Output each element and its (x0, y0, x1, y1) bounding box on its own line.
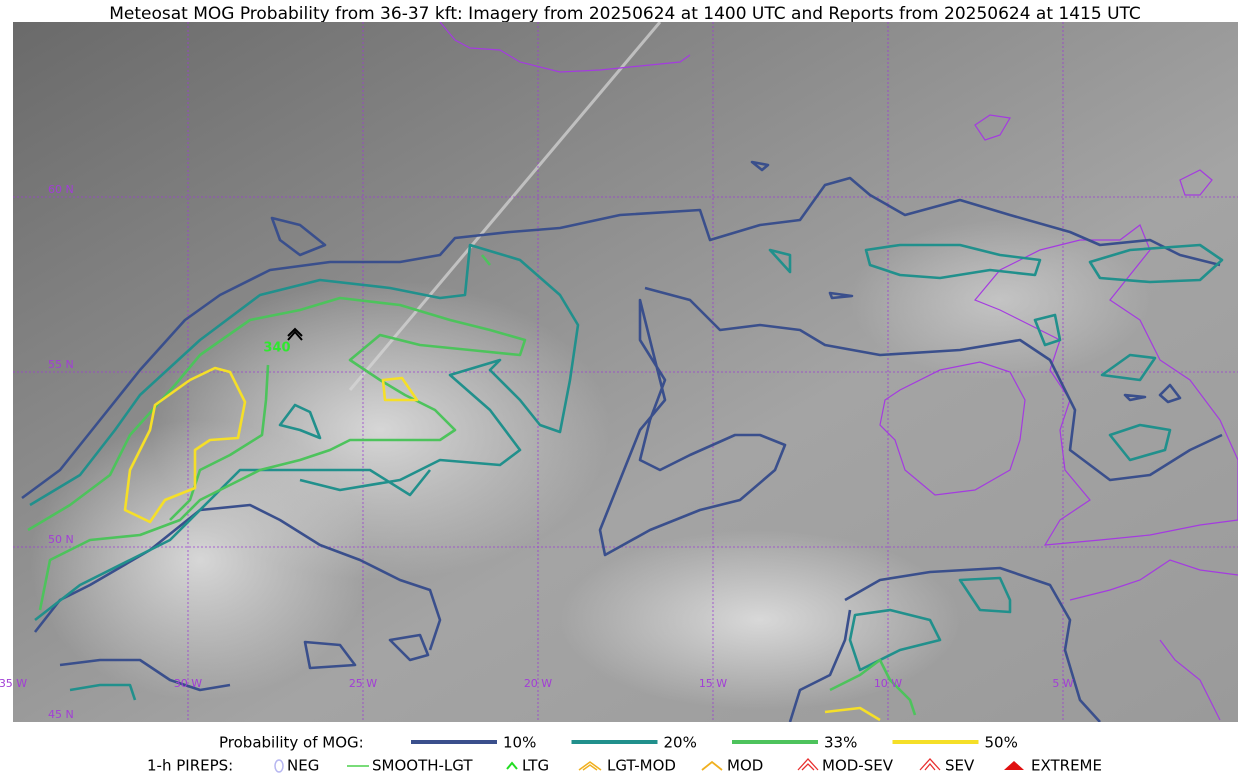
contour-10 (270, 160, 1182, 404)
contour-33 (169, 254, 917, 716)
pirep-label: LTG (522, 757, 549, 775)
legend-label: 10% (503, 734, 536, 752)
legend-title: Probability of MOG: (219, 734, 364, 752)
coastline (439, 22, 691, 73)
legend-title: 1-h PIREPS: (147, 757, 233, 775)
pirep-label: NEG (287, 757, 319, 775)
contour-20 (29, 243, 580, 507)
pirep-icon (578, 761, 602, 771)
latitude-label: 50 N (48, 533, 74, 546)
contour-10 (21, 176, 1221, 500)
legend-label: 20% (664, 734, 697, 752)
latitude-labels: 60 N 55 N 50 N 45 N (48, 183, 74, 721)
legend-label: 50% (985, 734, 1018, 752)
legend-label: 33% (824, 734, 857, 752)
pirep-icon (274, 759, 284, 773)
pirep-report-icon (287, 327, 303, 341)
contour-50 (123, 366, 881, 722)
contours (21, 160, 1224, 722)
pirep-label: SEV (945, 757, 975, 775)
longitude-label: 35 W (0, 677, 27, 690)
coastlines (439, 22, 1238, 721)
pirep-label: LGT-MOD (607, 757, 676, 775)
longitude-label: 10 W (874, 677, 902, 690)
latitude-label: 55 N (48, 358, 74, 371)
pirep-icon (797, 758, 819, 771)
cloud-area (560, 530, 960, 710)
pirep-label: MOD (727, 757, 763, 775)
latitude-label: 45 N (48, 708, 74, 721)
map-title: Meteosat MOG Probability from 36-37 kft:… (109, 4, 1141, 24)
longitude-labels: 35 W 30 W 25 W 20 W 15 W 10 W 5 W (0, 677, 1074, 690)
contour-20 (69, 403, 322, 701)
cloud-area (30, 420, 370, 700)
legend: Probability of MOG: 1-h PIREPS: NEG SMOO… (147, 734, 1102, 775)
longitude-label: 20 W (524, 677, 552, 690)
pirep-icon (919, 758, 941, 771)
cloud-area (850, 220, 1150, 380)
coastline (1069, 559, 1238, 721)
longitude-label: 15 W (699, 677, 727, 690)
longitude-label: 30 W (174, 677, 202, 690)
contour-10 (33, 503, 442, 692)
graticule (13, 22, 1238, 722)
coastline (1179, 169, 1213, 196)
contour-10 (598, 286, 1223, 557)
latitude-label: 60 N (48, 183, 74, 196)
pirep-label: EXTREME (1031, 757, 1102, 775)
contrail (348, 22, 662, 391)
contour-33 (27, 296, 527, 611)
pirep-altitude-label: 340 (263, 341, 290, 356)
pirep-label: MOD-SEV (822, 757, 894, 775)
contour-10 (788, 566, 1101, 722)
pirep-icon (1004, 761, 1024, 770)
great-britain (974, 224, 1238, 546)
longitude-label: 25 W (349, 677, 377, 690)
pirep-icon (506, 761, 518, 770)
longitude-label: 5 W (1052, 677, 1073, 690)
pirep-icon (701, 760, 723, 771)
contour-20 (34, 243, 1224, 672)
map: 340 (13, 22, 1238, 722)
ireland (879, 361, 1026, 496)
coastline (974, 114, 1011, 141)
pirep-label: SMOOTH-LGT (372, 757, 473, 775)
